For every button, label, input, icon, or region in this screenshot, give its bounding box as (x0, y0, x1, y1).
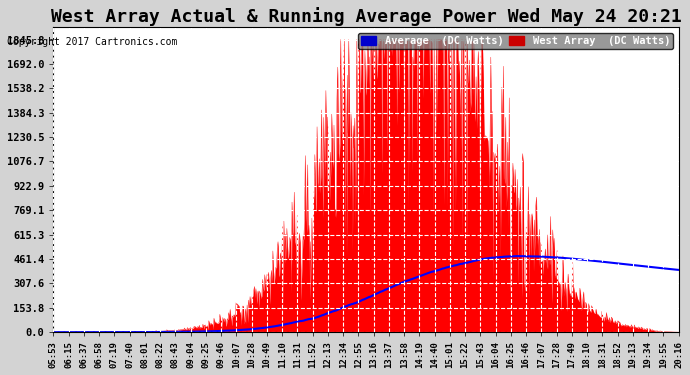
Text: Copyright 2017 Cartronics.com: Copyright 2017 Cartronics.com (7, 37, 177, 47)
Title: West Array Actual & Running Average Power Wed May 24 20:21: West Array Actual & Running Average Powe… (50, 7, 682, 26)
Legend: Average  (DC Watts), West Array  (DC Watts): Average (DC Watts), West Array (DC Watts… (357, 33, 673, 49)
